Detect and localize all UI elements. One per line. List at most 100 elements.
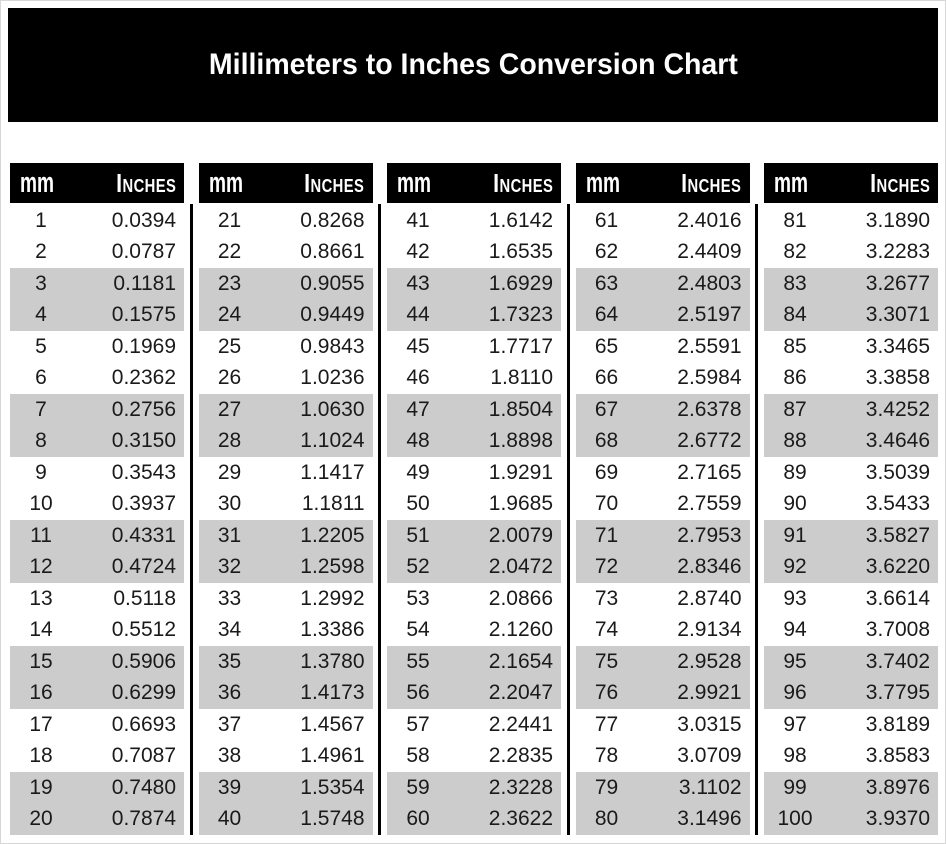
mm-value: 31 [217,523,242,547]
inches-value: 0.3543 [111,460,176,484]
inches-value: 3.5039 [865,460,930,484]
inches-value: 3.1496 [677,807,742,831]
inches-value: 1.6929 [488,271,553,295]
mm-value: 49 [406,460,430,484]
table-row: 61 2.4016 [576,205,750,237]
mm-value: 12 [29,555,53,579]
inches-value: 3.9370 [865,807,930,831]
inches-value: 0.2756 [111,397,176,421]
table-row: 53 2.0866 [387,583,561,615]
inches-value: 0.4331 [111,523,176,547]
table-row: 100 3.9370 [764,803,938,835]
column-rows: 81 3.1890 82 3.2283 83 3.2677 84 3.3071 85 3.3465… [764,205,938,835]
mm-value: 77 [594,712,619,736]
column-divider [750,163,765,835]
title-banner: Millimeters to Inches Conversion Chart [8,8,938,122]
table-row: 20 0.7874 [10,803,184,835]
inches-value: 2.4409 [677,240,742,264]
table-row: 3 0.1181 [10,268,184,300]
inches-value: 0.6299 [111,681,176,705]
inches-value: 2.6772 [677,429,742,453]
table-row: 74 2.9134 [576,615,750,647]
mm-value: 63 [594,271,619,295]
inches-value: 3.7008 [865,618,930,642]
mm-value: 3 [35,271,47,295]
table-row: 98 3.8583 [764,741,938,773]
table-row: 85 3.3465 [764,331,938,363]
table-row: 59 2.3228 [387,772,561,804]
column-divider [184,163,199,835]
inches-value: 2.4016 [677,208,742,232]
inches-value: 3.3465 [865,334,930,358]
table-row: 52 2.0472 [387,551,561,583]
mm-value: 100 [777,807,813,831]
mm-value: 45 [406,334,430,358]
mm-value: 52 [406,555,430,579]
inches-header-label: Inches [115,168,176,198]
table-row: 33 1.2992 [199,583,373,615]
inches-value: 2.9134 [677,618,742,642]
mm-value: 38 [217,744,242,768]
divider-line [755,204,759,835]
inches-value: 3.7795 [865,681,930,705]
mm-value: 50 [406,492,430,516]
inches-value: 3.7402 [865,649,930,673]
inches-value: 2.5591 [677,334,742,358]
inches-value: 1.2598 [300,555,365,579]
inches-value: 3.3071 [865,303,930,327]
table-row: 95 3.7402 [764,646,938,678]
inches-header-label: Inches [681,168,742,198]
inches-value: 2.9921 [677,681,742,705]
table-row: 79 3.1102 [575,772,750,804]
table-row: 44 1.7323 [387,299,561,331]
table-row: 18 0.7087 [10,741,184,773]
table-row: 82 3.2283 [764,237,938,269]
mm-value: 10 [29,492,53,516]
mm-value: 48 [406,429,430,453]
mm-value: 97 [783,712,807,736]
table-row: 97 3.8189 [764,709,938,741]
table-row: 90 3.5433 [764,489,938,521]
inches-value: 0.5512 [111,618,176,642]
table-row: 51 2.0079 [387,520,561,552]
table-row: 9 0.3543 [10,457,184,489]
mm-value: 20 [29,807,53,831]
mm-value: 39 [217,775,242,799]
inches-value: 2.0472 [488,555,553,579]
table-row: 91 3.5827 [764,520,938,552]
table-row: 55 2.1654 [387,646,561,678]
inches-value: 2.6378 [677,397,742,421]
mm-value: 5 [35,334,47,358]
table-row: 84 3.3071 [764,299,938,331]
table-row: 35 1.3780 [198,646,373,678]
inches-value: 3.0709 [677,744,742,768]
inches-value: 0.7087 [111,744,176,768]
table-row: 4 0.1575 [10,299,184,331]
mm-value: 62 [594,240,619,264]
table-row: 54 2.1260 [387,615,561,647]
mm-value: 68 [594,429,619,453]
table-row: 78 3.0709 [576,741,750,773]
mm-value: 40 [217,807,242,831]
inches-value: 1.8898 [488,429,553,453]
table-row: 88 3.4646 [764,425,938,457]
mm-value: 57 [406,712,430,736]
inches-value: 2.8740 [677,586,742,610]
mm-value: 72 [594,555,619,579]
mm-value: 64 [594,303,619,327]
table-row: 94 3.7008 [764,615,938,647]
inches-value: 1.3386 [300,618,365,642]
mm-value: 36 [217,681,242,705]
inches-value: 0.8661 [300,240,365,264]
mm-value: 9 [35,460,47,484]
mm-value: 46 [406,366,430,390]
mm-header-label: mm [397,166,432,199]
table-row: 68 2.6772 [575,425,750,457]
mm-value: 82 [783,240,807,264]
mm-value: 35 [217,649,242,673]
table-row: 15 0.5906 [10,646,184,678]
inches-value: 1.4173 [300,681,365,705]
inches-header-label: Inches [869,168,930,198]
column-divider [373,163,388,835]
inches-value: 1.1811 [301,492,365,516]
